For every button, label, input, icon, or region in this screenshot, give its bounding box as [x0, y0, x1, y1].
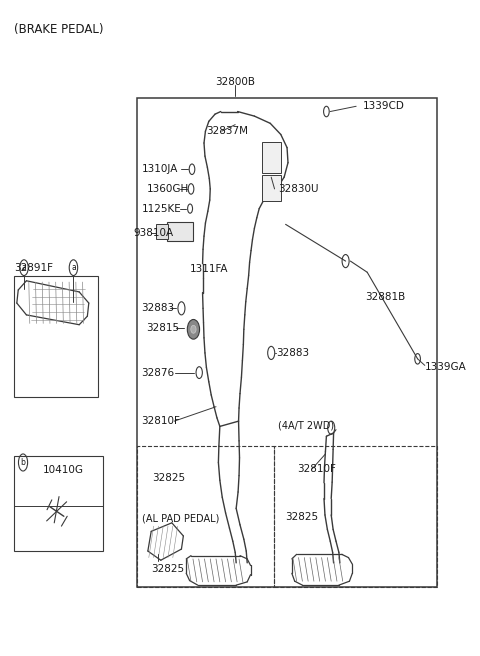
Bar — [262, 175, 281, 201]
Bar — [137, 446, 274, 587]
Text: 32883: 32883 — [142, 303, 175, 314]
Bar — [167, 222, 193, 241]
Text: a: a — [71, 263, 76, 272]
Bar — [156, 224, 168, 239]
Text: 32810F: 32810F — [142, 416, 180, 426]
Text: 10410G: 10410G — [43, 465, 84, 476]
Bar — [14, 456, 103, 551]
Text: 1339CD: 1339CD — [362, 101, 404, 112]
Ellipse shape — [187, 319, 200, 339]
Text: (AL PAD PEDAL): (AL PAD PEDAL) — [142, 513, 219, 523]
Text: a: a — [22, 263, 26, 272]
Text: 1311FA: 1311FA — [190, 264, 228, 274]
Bar — [262, 142, 281, 173]
Ellipse shape — [196, 367, 203, 379]
Text: 32883: 32883 — [276, 348, 309, 358]
Text: (4A/T 2WD): (4A/T 2WD) — [278, 420, 335, 430]
Text: 32825: 32825 — [153, 472, 186, 483]
Text: 32830U: 32830U — [278, 184, 319, 194]
Text: (BRAKE PEDAL): (BRAKE PEDAL) — [14, 23, 104, 36]
Text: 32800B: 32800B — [215, 77, 255, 87]
Text: 93810A: 93810A — [133, 228, 174, 238]
Text: 1125KE: 1125KE — [142, 203, 181, 214]
Text: 32837M: 32837M — [206, 126, 249, 136]
Bar — [137, 98, 437, 587]
Text: 1310JA: 1310JA — [142, 164, 178, 174]
Ellipse shape — [191, 325, 196, 333]
Text: 1360GH: 1360GH — [146, 184, 189, 194]
Text: 32881B: 32881B — [365, 291, 405, 302]
Text: 32876: 32876 — [142, 367, 175, 378]
Text: 32825: 32825 — [151, 564, 184, 575]
Bar — [274, 446, 437, 587]
Text: 32815: 32815 — [146, 323, 180, 333]
Bar — [14, 276, 98, 397]
Text: b: b — [21, 458, 25, 467]
Text: 32810F: 32810F — [298, 464, 336, 474]
Text: 32825: 32825 — [286, 512, 319, 522]
Text: 32891F: 32891F — [14, 262, 53, 273]
Text: 1339GA: 1339GA — [425, 362, 467, 373]
